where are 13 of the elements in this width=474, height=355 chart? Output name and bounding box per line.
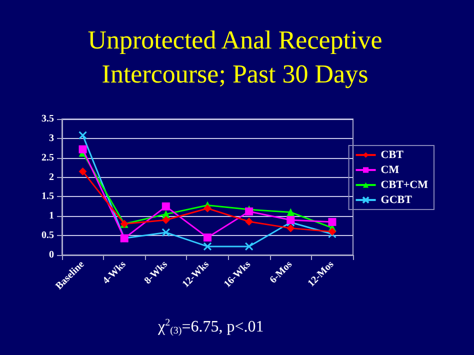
legend-label: CBT+CM — [380, 179, 429, 191]
y-tick-label: 0 — [49, 250, 54, 260]
y-tick-label: 3 — [49, 132, 54, 144]
legend-label: CM — [380, 164, 400, 176]
y-tick-label: 0.5 — [42, 230, 54, 242]
y-tick-label: 2.5 — [42, 152, 54, 164]
y-tick-label: 2 — [49, 172, 54, 183]
legend-label: GCBT — [380, 194, 413, 206]
y-tick-label: 1.5 — [42, 191, 54, 202]
legend-label: CBT — [380, 149, 404, 161]
y-tick-label: 3.5 — [42, 114, 54, 124]
chart-title: Unprotected Anal Receptive Intercourse; Past 30 Days — [88, 26, 382, 88]
y-tick-label: 1 — [49, 210, 54, 222]
